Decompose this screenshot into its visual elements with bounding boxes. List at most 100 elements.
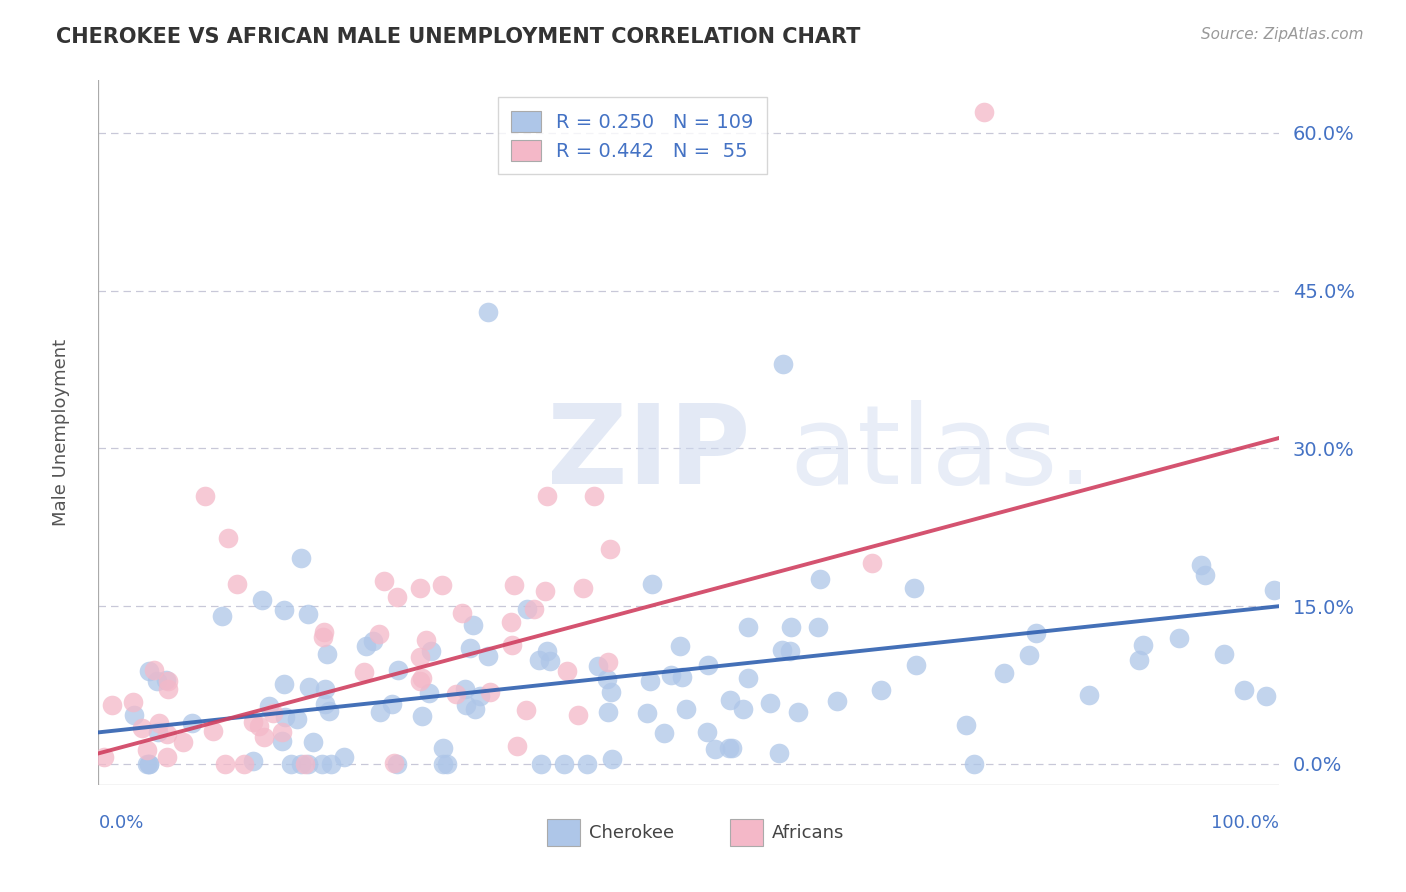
Point (721, 740, 744, 755)
Point (669, 639, 692, 653)
Point (294, 756, 316, 771)
Point (600, 684, 623, 698)
Point (315, 648, 337, 662)
Point (768, 746, 790, 760)
Point (180, 716, 202, 731)
Point (675, 702, 697, 716)
Point (142, 663, 165, 677)
Point (1018, 648, 1040, 662)
Point (572, 581, 595, 595)
Point (807, 620, 830, 634)
Point (217, 531, 239, 545)
Point (311, 756, 333, 771)
Point (731, 702, 754, 716)
Point (598, 705, 620, 719)
Point (156, 750, 179, 764)
Point (373, 574, 395, 589)
Point (461, 617, 484, 632)
Point (148, 715, 170, 730)
Point (156, 674, 179, 689)
Text: 0.0%: 0.0% (98, 814, 143, 832)
Point (451, 606, 474, 620)
Point (382, 756, 405, 771)
Point (1233, 682, 1256, 697)
Point (963, 756, 986, 771)
Point (418, 686, 440, 700)
Point (430, 578, 453, 592)
Point (770, 643, 793, 657)
Point (136, 756, 159, 771)
Point (368, 627, 391, 641)
Point (297, 607, 319, 621)
Point (314, 697, 336, 711)
Point (387, 756, 409, 771)
Point (1263, 582, 1285, 597)
Point (155, 673, 177, 687)
Point (575, 756, 598, 771)
Point (1189, 558, 1212, 573)
Point (454, 681, 477, 696)
Point (290, 551, 312, 566)
Point (202, 723, 225, 738)
Point (780, 620, 803, 634)
Text: Cherokee: Cherokee (589, 824, 673, 842)
Point (138, 756, 160, 771)
Point (138, 664, 160, 678)
Point (718, 693, 741, 707)
Point (318, 704, 340, 718)
Point (737, 620, 759, 634)
Text: Africans: Africans (772, 824, 844, 842)
Point (242, 755, 264, 769)
Point (808, 572, 831, 586)
Point (652, 726, 675, 740)
Point (636, 706, 658, 721)
Point (536, 643, 558, 657)
Point (301, 735, 323, 749)
Point (523, 602, 546, 616)
Point (274, 710, 297, 724)
Point (458, 640, 481, 655)
Point (470, 689, 492, 703)
Point (772, 357, 794, 371)
Point (131, 721, 153, 735)
Point (233, 756, 256, 771)
Point (456, 698, 478, 712)
Point (1132, 638, 1154, 652)
Point (247, 718, 270, 732)
Point (333, 750, 356, 764)
Point (534, 583, 557, 598)
Point (477, 304, 499, 318)
Point (787, 706, 810, 720)
Point (409, 581, 432, 595)
Point (737, 671, 759, 685)
Point (314, 682, 336, 697)
Point (321, 756, 343, 771)
Point (1128, 652, 1150, 666)
Point (262, 706, 284, 721)
Point (312, 630, 335, 644)
Point (536, 489, 558, 503)
Point (432, 756, 454, 771)
Point (596, 672, 619, 686)
FancyBboxPatch shape (730, 820, 763, 847)
Point (146, 674, 169, 689)
Text: Source: ZipAtlas.com: Source: ZipAtlas.com (1201, 27, 1364, 42)
Point (903, 581, 925, 595)
Point (717, 741, 740, 756)
Point (640, 673, 662, 688)
Point (557, 664, 579, 678)
Point (409, 674, 432, 689)
Point (659, 667, 682, 681)
Point (530, 756, 553, 771)
Point (411, 708, 433, 723)
Text: CHEROKEE VS AFRICAN MALE UNEMPLOYMENT CORRELATION CHART: CHEROKEE VS AFRICAN MALE UNEMPLOYMENT CO… (56, 27, 860, 46)
Point (477, 649, 499, 664)
Point (464, 702, 486, 716)
Point (312, 624, 335, 639)
Point (385, 590, 408, 604)
Point (101, 698, 124, 713)
Point (172, 734, 194, 748)
Point (387, 663, 409, 677)
Point (1194, 567, 1216, 582)
Point (598, 655, 620, 669)
